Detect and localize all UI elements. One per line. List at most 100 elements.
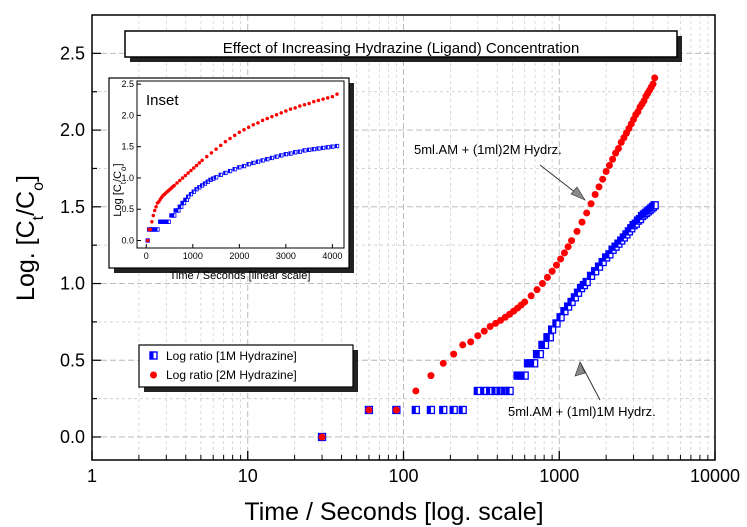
data-point	[175, 181, 179, 185]
data-point	[238, 166, 242, 170]
inset-y-tick-label: 1.5	[121, 142, 134, 152]
data-point	[242, 128, 246, 132]
data-point	[261, 159, 265, 163]
data-point	[303, 149, 307, 153]
data-point	[317, 99, 321, 103]
data-point	[233, 167, 237, 171]
data-point	[393, 406, 400, 413]
data-point	[609, 156, 616, 163]
data-point	[298, 150, 302, 154]
inset-x-tick-label: 2000	[229, 251, 249, 261]
y-tick-label: 1.0	[60, 274, 85, 294]
data-point	[205, 155, 209, 159]
data-point	[153, 209, 157, 213]
data-point	[335, 92, 339, 96]
data-point	[154, 205, 158, 209]
data-point	[321, 146, 325, 150]
data-point	[238, 131, 242, 135]
data-point	[189, 169, 193, 173]
data-point	[326, 146, 330, 150]
data-point	[228, 169, 232, 173]
data-point	[289, 107, 293, 111]
data-point	[265, 157, 269, 161]
data-point	[579, 219, 586, 226]
data-point	[531, 360, 538, 367]
data-point	[539, 280, 546, 287]
data-point	[331, 145, 335, 149]
data-point	[427, 406, 434, 413]
svg-text:5ml.AM + (1ml)1M Hydrz.: 5ml.AM + (1ml)1M Hydrz.	[508, 404, 656, 419]
data-point	[149, 228, 153, 232]
data-point	[256, 121, 260, 125]
data-point	[270, 115, 274, 119]
data-point	[265, 117, 269, 121]
data-point	[427, 372, 434, 379]
svg-text:5ml.AM + (1ml)2M Hydrz.: 5ml.AM + (1ml)2M Hydrz.	[414, 142, 562, 157]
data-point	[546, 334, 553, 341]
inset-title: Inset	[146, 92, 179, 109]
data-point	[596, 183, 603, 190]
legend-label-1m: Log ratio [1M Hydrazine]	[166, 349, 297, 363]
x-tick-label: 1000	[539, 466, 579, 486]
data-point	[335, 144, 339, 148]
inset-y-tick-label: 2.5	[121, 79, 134, 89]
data-point	[474, 332, 481, 339]
data-point	[615, 145, 622, 152]
data-point	[289, 152, 293, 156]
inset-y-tick-label: 2.0	[121, 110, 134, 120]
data-point	[606, 162, 613, 169]
data-point	[312, 147, 316, 151]
y-tick-label: 0.5	[60, 350, 85, 370]
y-tick-label: 2.5	[60, 43, 85, 63]
data-point	[549, 268, 556, 275]
data-point	[450, 406, 457, 413]
data-point	[541, 341, 548, 348]
data-point	[321, 97, 325, 101]
inset-y-tick-label: 0.0	[121, 235, 134, 245]
inset-x-tick-label: 1000	[183, 251, 203, 261]
data-point	[592, 191, 599, 198]
title-box: Effect of Increasing Hydrazine (Ligand) …	[125, 31, 682, 62]
data-point	[247, 126, 251, 129]
data-point	[224, 140, 228, 144]
data-point	[319, 433, 326, 440]
data-point	[553, 262, 560, 269]
data-point	[247, 162, 251, 166]
data-point	[307, 148, 311, 152]
data-point	[573, 228, 580, 235]
legend: Log ratio [1M Hydrazine] Log ratio [2M H…	[139, 345, 358, 392]
data-point	[233, 134, 237, 138]
data-point	[156, 228, 160, 232]
data-point	[331, 95, 335, 99]
data-point	[603, 168, 610, 175]
data-point	[184, 174, 188, 178]
data-point	[270, 156, 274, 160]
data-point	[152, 214, 156, 218]
data-point	[412, 387, 419, 394]
data-point	[481, 328, 488, 335]
main-marks	[319, 74, 659, 440]
x-tick-label: 1	[87, 466, 97, 486]
data-point	[450, 351, 457, 358]
x-tick-label: 10000	[690, 466, 740, 486]
data-point	[544, 274, 551, 281]
data-point	[583, 209, 590, 216]
y-tick-label: 1.5	[60, 197, 85, 217]
data-point	[588, 200, 595, 207]
data-point	[224, 171, 228, 175]
data-point	[521, 372, 528, 379]
data-point	[198, 161, 202, 165]
data-point	[279, 111, 283, 115]
data-point	[167, 220, 171, 224]
legend-label-2m: Log ratio [2M Hydrazine]	[166, 368, 297, 382]
data-point	[261, 119, 265, 123]
data-point	[172, 214, 176, 218]
data-point	[568, 237, 575, 244]
inset-x-tick-label: 3000	[276, 251, 296, 261]
data-point	[557, 255, 564, 262]
x-axis-label: Time / Seconds [log. scale]	[244, 498, 543, 526]
data-point	[298, 104, 302, 108]
data-point	[284, 109, 288, 113]
data-point	[293, 106, 297, 110]
